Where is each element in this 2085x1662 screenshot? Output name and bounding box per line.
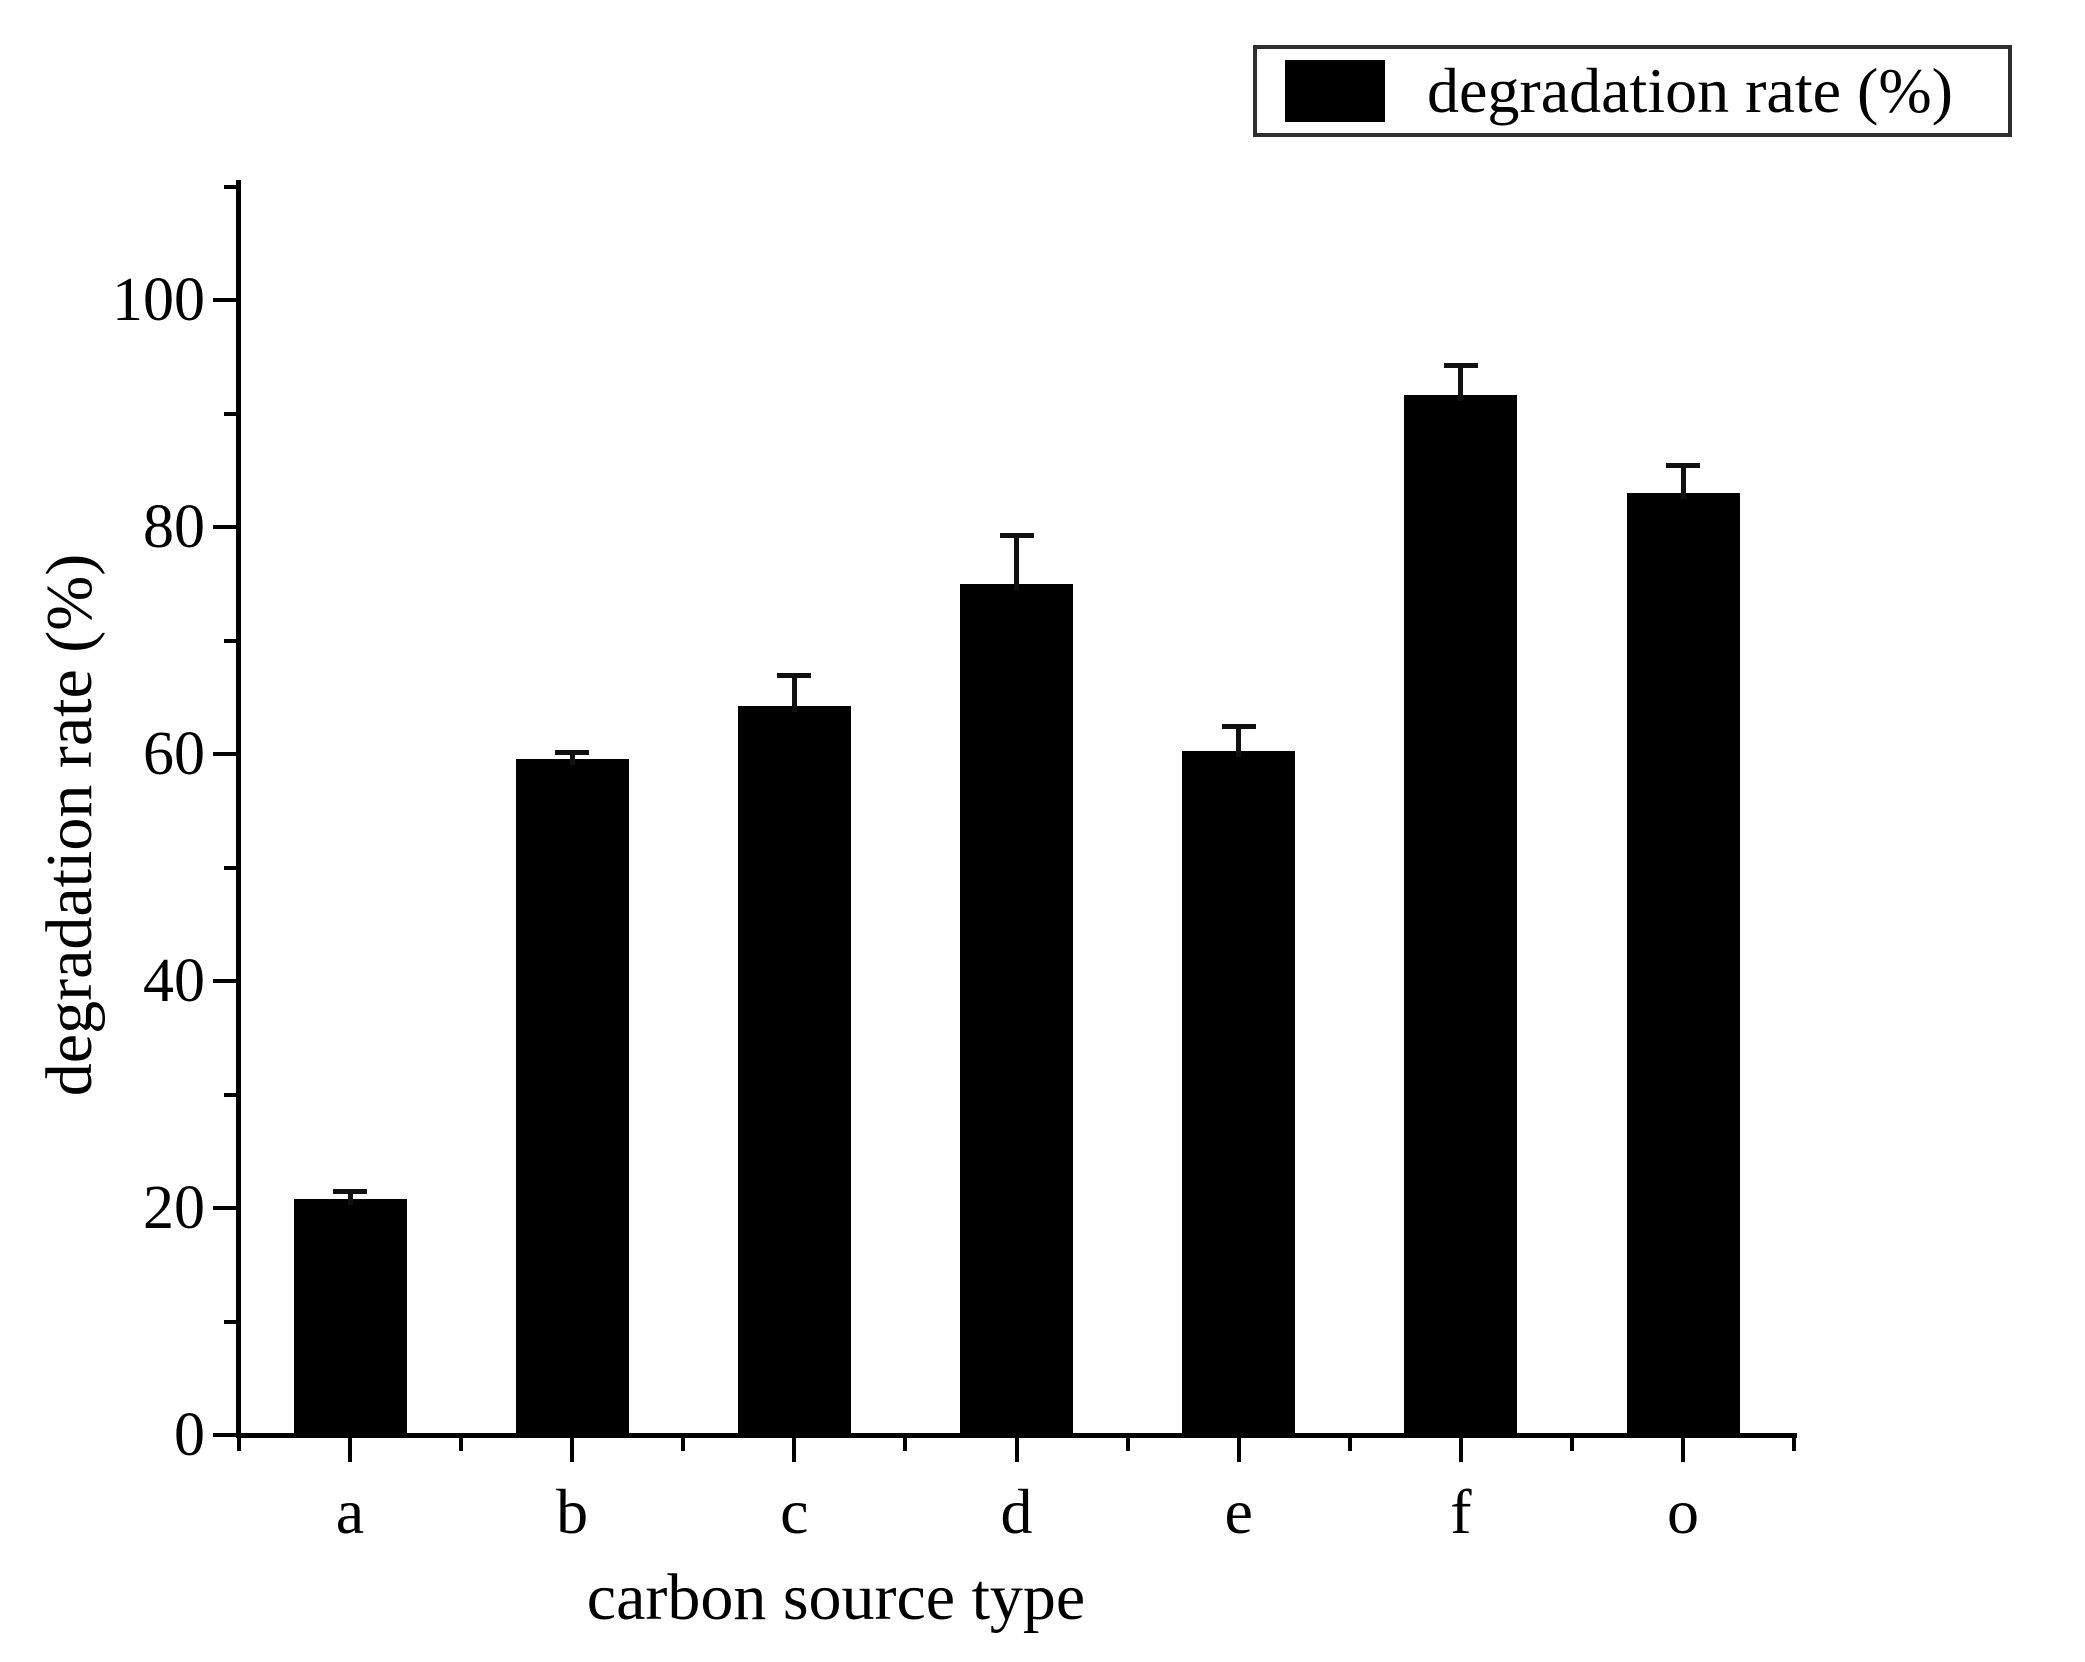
y-major-tick xyxy=(213,1433,236,1437)
y-tick-label: 80 xyxy=(143,493,205,561)
y-major-tick xyxy=(213,298,236,302)
y-major-tick xyxy=(213,1206,236,1210)
error-bar-cap xyxy=(999,532,1034,538)
error-bar-stem xyxy=(1458,364,1464,402)
bar xyxy=(515,758,629,1436)
x-major-tick xyxy=(1458,1438,1463,1462)
x-minor-tick xyxy=(1347,1438,1352,1451)
bar xyxy=(1182,750,1296,1436)
bar xyxy=(1626,492,1740,1436)
x-tick-label: a xyxy=(335,1476,365,1547)
x-major-tick xyxy=(570,1438,575,1462)
error-bar-cap xyxy=(1443,362,1478,368)
x-minor-tick xyxy=(681,1438,686,1451)
y-tick-label: 100 xyxy=(112,266,205,334)
x-tick-label: o xyxy=(1667,1476,1700,1547)
error-bar-stem xyxy=(347,1190,353,1205)
error-bar-cap xyxy=(333,1188,367,1194)
x-minor-tick xyxy=(236,1438,241,1451)
x-major-tick xyxy=(1014,1438,1019,1462)
x-minor-tick xyxy=(1792,1438,1797,1451)
legend: degradation rate (%) xyxy=(1253,45,2012,137)
legend-label: degradation rate (%) xyxy=(1427,55,1953,126)
y-minor-tick xyxy=(224,411,236,416)
x-axis-title: carbon source type xyxy=(586,1561,1086,1634)
x-tick-label: e xyxy=(1224,1476,1253,1547)
y-minor-tick xyxy=(224,1092,236,1097)
x-minor-tick xyxy=(1569,1438,1574,1451)
y-major-tick xyxy=(213,979,236,983)
x-minor-tick xyxy=(459,1438,464,1451)
error-bar-stem xyxy=(791,674,797,713)
x-major-tick xyxy=(792,1438,797,1462)
error-bar-stem xyxy=(569,751,575,765)
error-bar-cap xyxy=(1666,462,1701,468)
x-major-tick xyxy=(348,1438,352,1462)
bar xyxy=(737,706,851,1436)
y-axis-title: degradation rate (%) xyxy=(33,553,106,1097)
y-major-tick xyxy=(213,525,236,529)
x-tick-label: c xyxy=(780,1476,809,1547)
y-minor-tick xyxy=(224,865,236,870)
y-tick-label: 0 xyxy=(174,1401,205,1469)
x-major-tick xyxy=(1681,1438,1686,1462)
bar xyxy=(1404,395,1518,1436)
x-major-tick xyxy=(1236,1438,1241,1462)
legend-color-swatch xyxy=(1285,60,1385,122)
error-bar-stem xyxy=(1014,534,1019,590)
y-major-tick xyxy=(213,752,236,756)
y-minor-tick xyxy=(224,184,236,189)
y-minor-tick xyxy=(224,1319,236,1324)
y-minor-tick xyxy=(224,638,236,643)
x-minor-tick xyxy=(1125,1438,1130,1451)
y-tick-label: 20 xyxy=(143,1174,205,1242)
y-tick-label: 60 xyxy=(143,720,205,788)
x-tick-label: d xyxy=(1000,1476,1033,1547)
bar xyxy=(960,583,1073,1436)
error-bar-stem xyxy=(1680,464,1686,499)
error-bar-cap xyxy=(1221,723,1256,729)
y-tick-label: 40 xyxy=(143,947,205,1015)
error-bar-cap xyxy=(777,672,812,678)
bar xyxy=(293,1198,407,1436)
error-bar-stem xyxy=(1236,725,1242,757)
x-tick-label: f xyxy=(1450,1476,1472,1547)
y-axis-line xyxy=(236,180,241,1438)
x-minor-tick xyxy=(903,1438,908,1451)
x-tick-label: b xyxy=(556,1476,589,1547)
error-bar-cap xyxy=(555,749,590,755)
